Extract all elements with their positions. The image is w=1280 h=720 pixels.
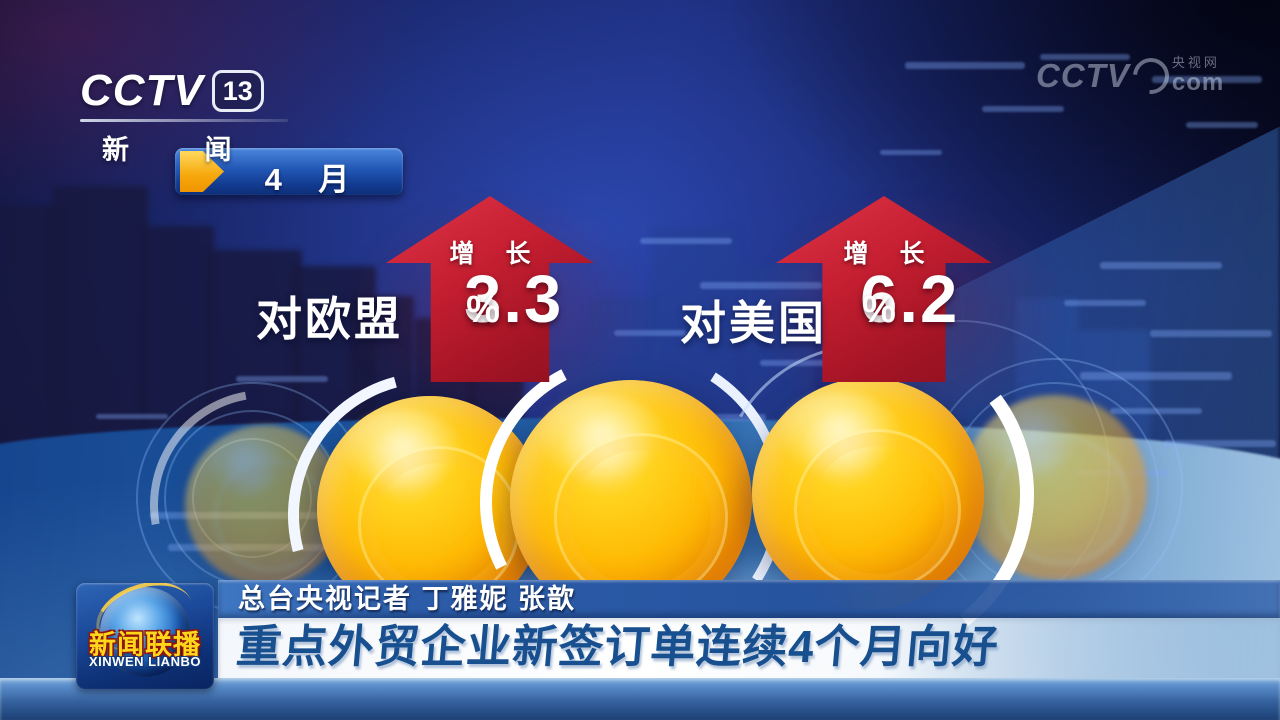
gold-sphere-ghost [962,395,1147,580]
data-streak [1080,372,1232,380]
data-streak [1100,262,1222,269]
program-subtitle: XINWEN LIANBO [89,654,201,669]
data-streak [96,414,168,419]
channel-subtitle: 新 闻 [102,135,266,165]
reporter-credit-strip: 总台央视记者 丁雅妮 张歆 [218,580,1280,618]
bottom-banner-strip [0,678,1280,720]
growth-value-eu: 3.3% [378,266,588,333]
program-title: 新闻联播 [89,630,201,660]
reporter-credit: 总台央视记者 丁雅妮 张歆 [238,584,577,614]
watermark-wordmark: CCTV [1036,56,1130,94]
logo-underline [80,119,288,122]
headline-bar: 重点外贸企业新签订单连续4个月向好 [218,618,1280,678]
data-streak [700,282,822,289]
headline: 重点外贸企业新签订单连续4个月向好 [234,621,1001,672]
watermark-site-col: 央视网 com [1172,56,1224,95]
month-tag: 4 月 [175,148,403,197]
data-streak [905,62,1025,69]
percent-sign: % [466,289,502,331]
globe-icon [100,587,190,677]
data-streak [880,150,942,155]
program-badge: 新闻联播 XINWEN LIANBO [76,583,214,689]
watermark-domain: com [1171,69,1225,96]
value-number: 6.2 [860,262,960,337]
growth-value-us: 6.2% [770,266,988,333]
growth-label: 增 长 [449,240,543,268]
channel-number-badge: 13 [211,70,264,112]
watermark-site-name: 央视网 [1171,55,1220,70]
data-streak [760,360,852,366]
cctv-wordmark: CCTV [80,66,204,115]
data-streak [1150,330,1272,337]
cctv13-logo: CCTV 13 新 闻 [80,66,320,167]
gold-sphere [752,378,984,610]
data-streak [236,376,328,382]
percent-sign: % [862,289,898,331]
value-number: 3.3 [464,262,564,337]
watermark-ring-icon [1125,50,1177,101]
data-streak [640,238,732,244]
cctv-logo-row: CCTV 13 [80,66,320,116]
skyline-bar [52,186,148,466]
cctv-com-watermark: CCTV 央视网 com [1036,50,1224,101]
month-label: 4 月 [264,162,364,197]
data-streak [1186,122,1258,128]
growth-label: 增 长 [843,240,937,268]
data-streak [1064,300,1146,306]
data-streak [1040,54,1130,60]
data-streak [1164,440,1276,447]
data-streak [982,106,1064,112]
category-label-us: 对美国 [680,297,827,349]
data-streak [614,330,686,336]
data-streak [1152,76,1262,83]
category-label-eu: 对欧盟 [256,293,403,345]
